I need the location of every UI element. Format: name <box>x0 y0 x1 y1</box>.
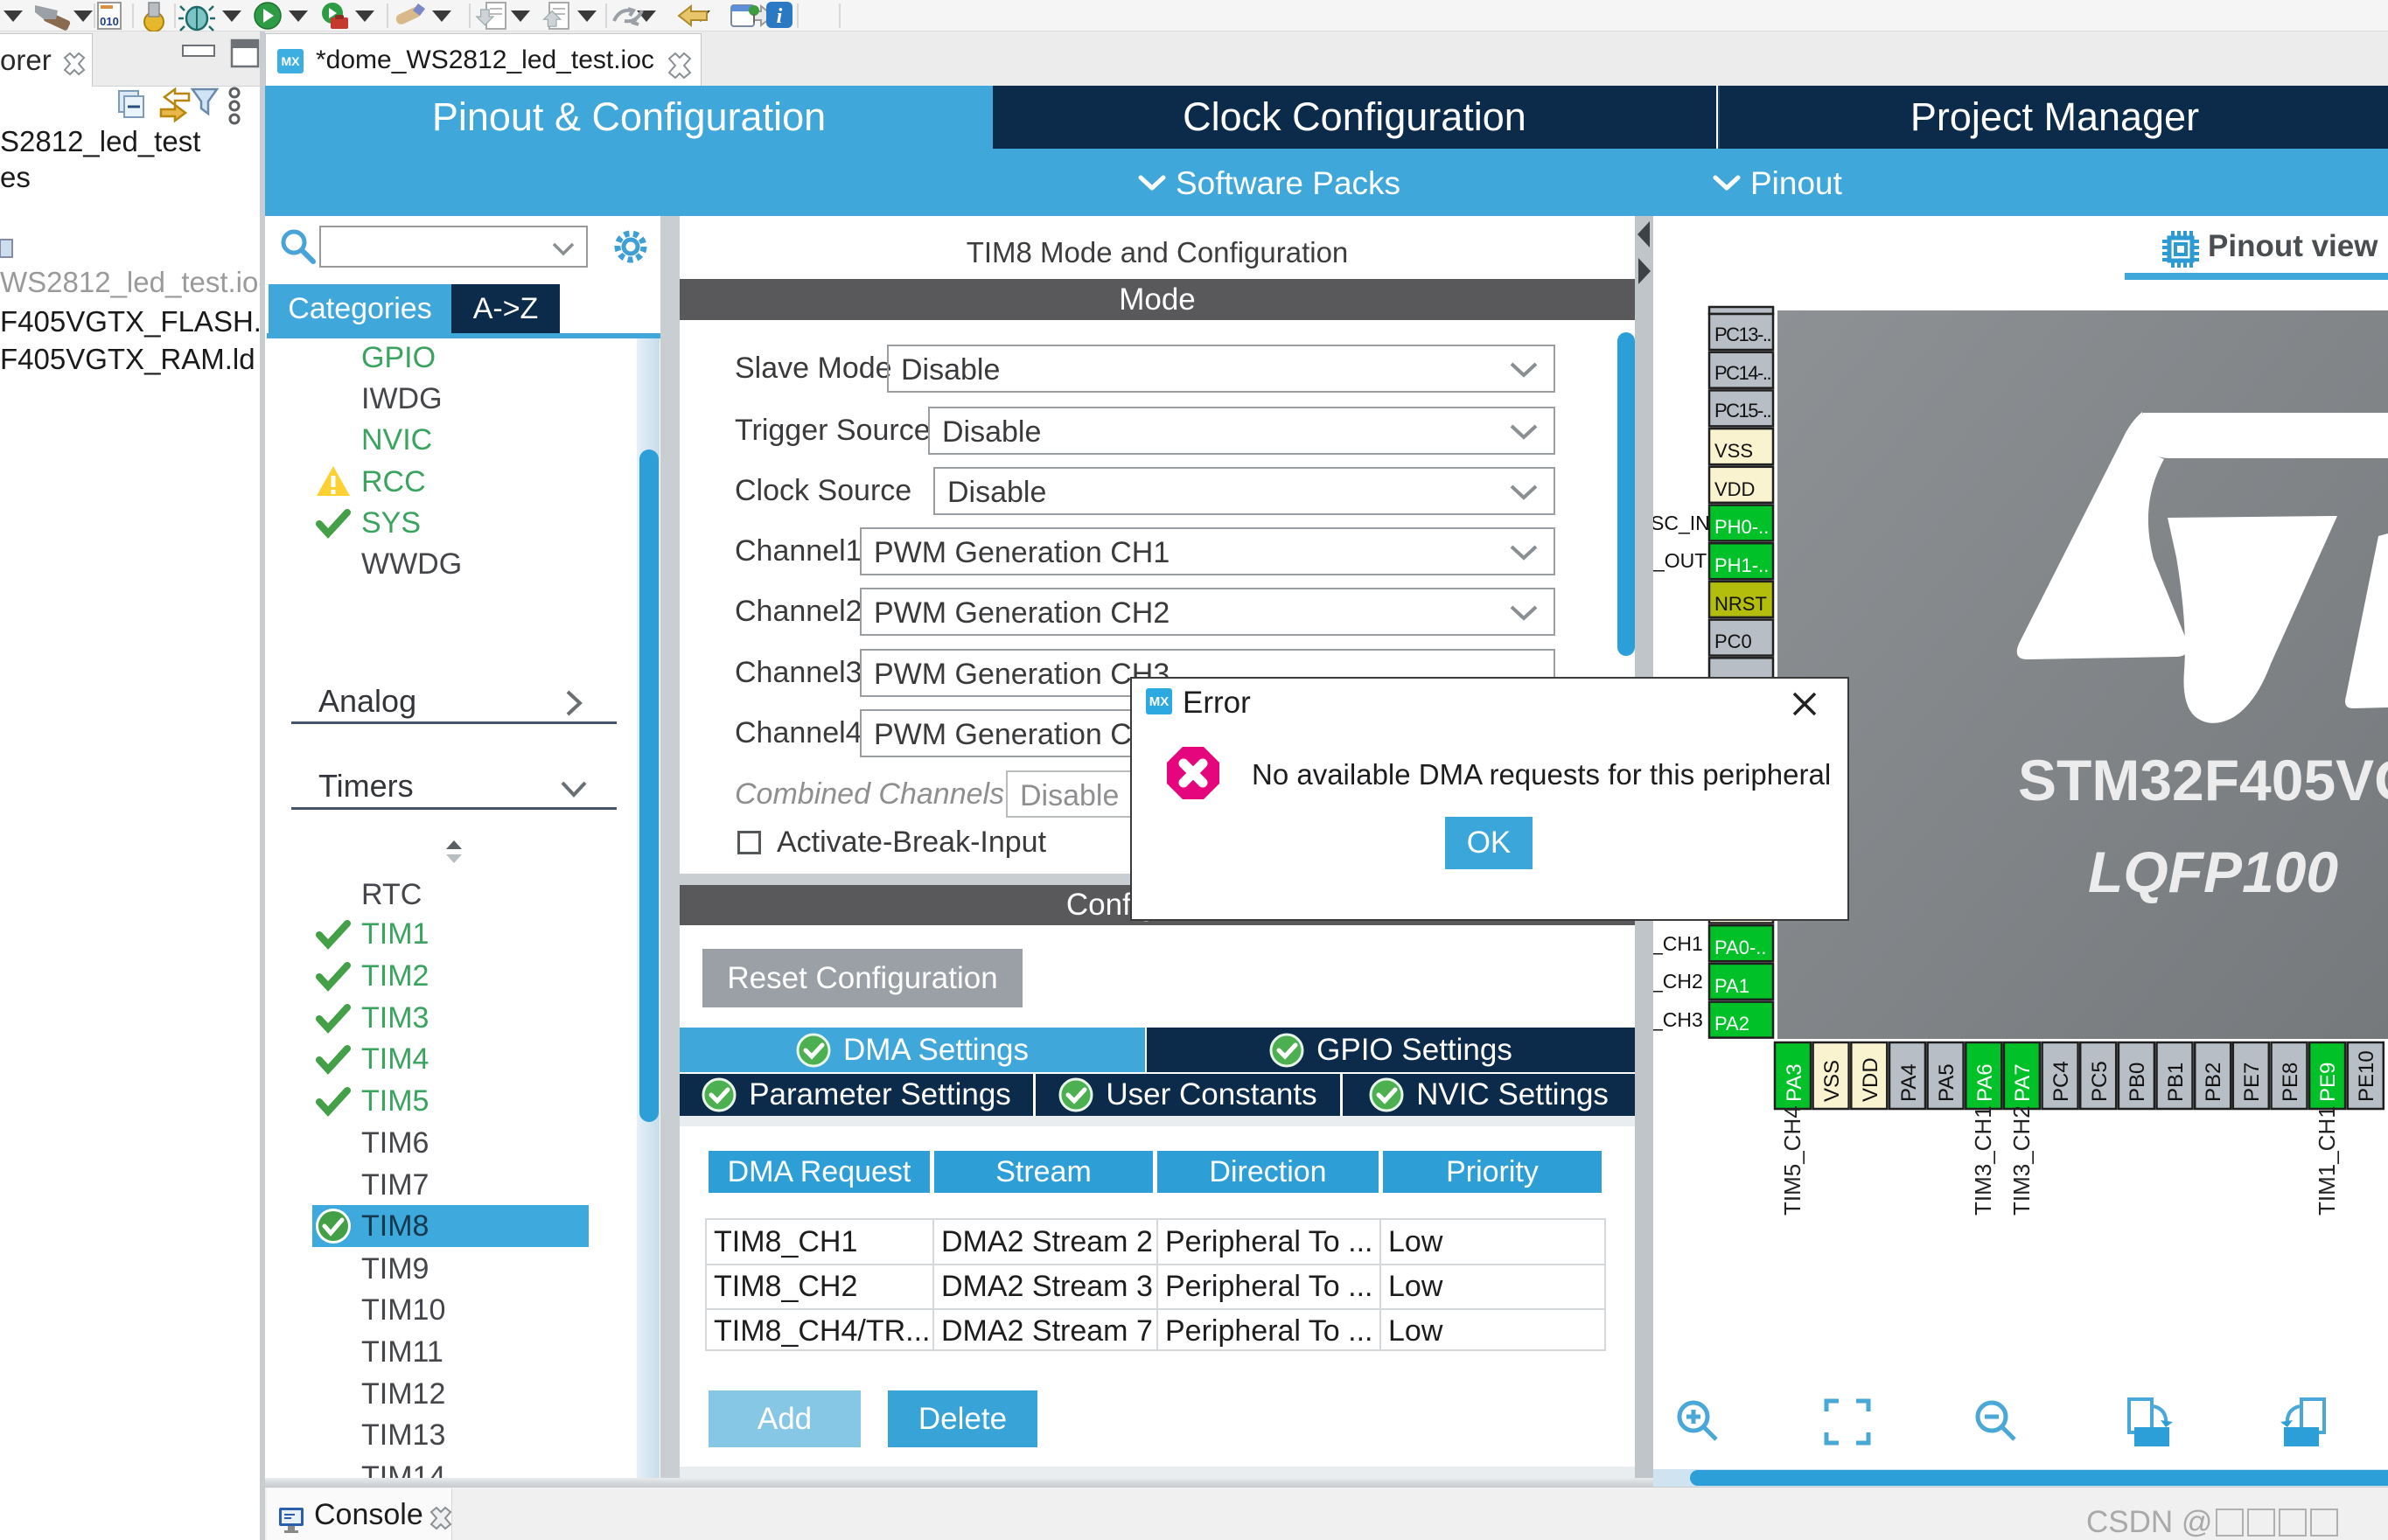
svg-text:STM32F405VG: STM32F405VG <box>2018 748 2388 812</box>
svg-text:PH1-..: PH1-.. <box>1714 554 1769 576</box>
svg-text:PE8: PE8 <box>2279 1063 2302 1102</box>
svg-text:PE9: PE9 <box>2316 1063 2340 1102</box>
svg-text:PB0: PB0 <box>2126 1063 2149 1102</box>
svg-text:PB1: PB1 <box>2164 1063 2188 1102</box>
svg-text:_CH3: _CH3 <box>1653 1008 1703 1031</box>
svg-text:VSS: VSS <box>1714 440 1753 462</box>
svg-text:PA2: PA2 <box>1714 1013 1749 1035</box>
svg-text:TIM5_CH4: TIM5_CH4 <box>1779 1105 1805 1216</box>
svg-text:PA3: PA3 <box>1783 1063 1806 1102</box>
svg-text:PC0: PC0 <box>1714 631 1752 652</box>
svg-text:_CH2: _CH2 <box>1653 970 1703 993</box>
svg-text:_OUT: _OUT <box>1653 549 1707 572</box>
svg-text:_CH1: _CH1 <box>1653 932 1703 955</box>
svg-text:PC4: PC4 <box>2049 1061 2073 1102</box>
svg-text:VSS: VSS <box>1820 1060 1844 1102</box>
svg-text:LQFP100: LQFP100 <box>2088 840 2338 904</box>
svg-text:TIM3_CH1: TIM3_CH1 <box>1970 1105 1996 1216</box>
svg-text:TIM3_CH2: TIM3_CH2 <box>2008 1105 2035 1216</box>
svg-text:PC13-..: PC13-.. <box>1714 324 1770 345</box>
svg-text:Pinout view: Pinout view <box>2208 229 2378 263</box>
svg-text:PH0-..: PH0-.. <box>1714 516 1769 538</box>
svg-text:VDD: VDD <box>1859 1057 1882 1102</box>
svg-text:PE10: PE10 <box>2355 1050 2378 1102</box>
svg-text:PA4: PA4 <box>1897 1063 1921 1102</box>
svg-text:PB2: PB2 <box>2202 1063 2225 1102</box>
svg-text:PC5: PC5 <box>2088 1061 2112 1102</box>
svg-text:PC15-..: PC15-.. <box>1714 400 1770 422</box>
svg-text:SC_IN: SC_IN <box>1653 512 1710 534</box>
svg-text:PA0-..: PA0-.. <box>1714 937 1767 958</box>
svg-text:VDD: VDD <box>1714 478 1755 500</box>
svg-text:PE7: PE7 <box>2240 1063 2264 1102</box>
svg-text:PA1: PA1 <box>1714 975 1749 997</box>
svg-text:TIM1_CH1: TIM1_CH1 <box>2314 1105 2340 1216</box>
svg-text:i: i <box>777 5 783 28</box>
svg-text:PC14-..: PC14-.. <box>1714 362 1770 384</box>
svg-text:PA6: PA6 <box>1973 1063 1997 1102</box>
svg-text:NRST: NRST <box>1714 593 1767 615</box>
svg-text:PA5: PA5 <box>1935 1063 1959 1102</box>
svg-text:010: 010 <box>100 15 119 28</box>
svg-text:PA7: PA7 <box>2011 1063 2035 1102</box>
